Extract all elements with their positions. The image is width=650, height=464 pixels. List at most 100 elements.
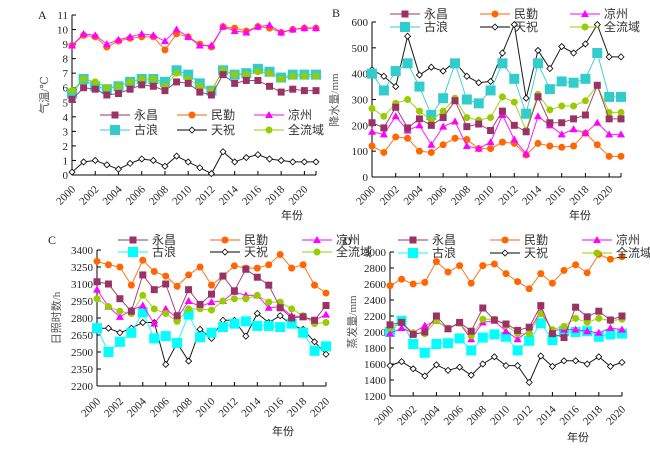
marker-circle	[266, 69, 274, 77]
y-tick-label: 3250	[71, 262, 94, 274]
marker-circle	[558, 143, 566, 151]
marker-square	[139, 271, 147, 279]
marker-triangle	[114, 35, 123, 43]
marker-diamond	[276, 312, 284, 320]
marker-diamond	[421, 372, 429, 380]
marker-triangle	[581, 10, 589, 17]
marker-big-square	[103, 347, 114, 357]
marker-triangle	[581, 129, 590, 137]
marker-big-square	[617, 328, 627, 339]
marker-diamond	[139, 318, 147, 327]
x-tick-label: 2006	[124, 183, 148, 207]
marker-diamond	[277, 156, 285, 165]
marker-triangle	[451, 117, 459, 125]
marker-diamond	[522, 94, 530, 102]
marker-circle	[525, 330, 533, 338]
marker-circle	[242, 71, 250, 79]
marker-square	[253, 273, 261, 281]
y-tick-label: 2400	[364, 295, 387, 307]
marker-diamond	[501, 249, 509, 257]
marker-circle	[451, 134, 459, 142]
marker-diamond	[221, 248, 229, 256]
marker-square	[606, 316, 614, 324]
y-tick-label: 6	[63, 83, 69, 95]
marker-square	[583, 313, 591, 321]
marker-square	[510, 121, 518, 129]
marker-circle	[221, 236, 229, 244]
panel-label: A	[38, 8, 47, 22]
marker-diamond	[487, 77, 495, 85]
marker-circle	[605, 152, 613, 160]
marker-diamond	[475, 79, 483, 87]
x-tick-label: 2004	[101, 183, 125, 207]
marker-triangle	[126, 32, 135, 40]
marker-big-square	[521, 108, 532, 119]
marker-square	[475, 120, 483, 128]
marker-circle	[104, 303, 112, 311]
marker-circle	[173, 317, 181, 325]
y-tick-label: 1800	[364, 343, 387, 355]
marker-diamond	[219, 148, 227, 156]
legend-label: 古浪	[134, 122, 158, 137]
x-tick-label: 2006	[148, 395, 172, 419]
x-tick-label: 2020	[604, 403, 628, 427]
legend-item: 民勤	[177, 108, 235, 122]
marker-square	[299, 313, 307, 321]
marker-circle	[456, 262, 464, 270]
series-line	[371, 84, 621, 132]
marker-circle	[253, 264, 261, 272]
marker-big-square	[110, 125, 120, 135]
series-永昌	[386, 302, 626, 342]
marker-circle	[595, 314, 603, 322]
marker-diamond	[606, 362, 614, 370]
marker-circle	[560, 266, 568, 274]
marker-diamond	[310, 338, 319, 346]
x-tick-label: 2018	[568, 183, 592, 207]
marker-circle	[386, 282, 394, 290]
y-tick-label: 300	[352, 95, 369, 107]
marker-triangle	[571, 325, 580, 333]
marker-triangle	[102, 40, 111, 48]
marker-diamond	[581, 40, 589, 48]
chart-panel-d: 1200 1400 1600 1800 2000 2200 2400 2600 2800 3000…	[343, 232, 650, 444]
marker-circle	[322, 289, 330, 297]
marker-diamond	[398, 358, 406, 366]
marker-circle	[116, 307, 124, 315]
x-tick-label: 2018	[285, 395, 309, 419]
marker-triangle	[313, 236, 321, 243]
marker-circle	[185, 305, 193, 313]
marker-triangle	[150, 319, 159, 327]
marker-big-square	[509, 73, 520, 84]
x-axis-title: 年份	[272, 424, 294, 438]
x-tick-label: 2008	[465, 403, 489, 427]
marker-diamond	[593, 21, 601, 29]
legend-label: 凉州	[336, 232, 360, 247]
marker-circle	[498, 93, 506, 101]
marker-square	[432, 312, 440, 320]
marker-triangle	[219, 22, 228, 30]
y-tick-label: 2600	[364, 279, 387, 291]
marker-big-square	[309, 345, 320, 356]
marker-triangle	[391, 112, 400, 120]
marker-triangle	[415, 121, 424, 129]
marker-triangle	[386, 329, 394, 337]
marker-circle	[498, 138, 506, 146]
marker-square	[605, 115, 613, 123]
marker-triangle	[264, 303, 273, 311]
marker-big-square	[431, 339, 442, 349]
x-tick-label: 2010	[473, 183, 497, 207]
marker-diamond	[300, 158, 308, 166]
marker-triangle	[486, 138, 495, 146]
marker-big-square	[501, 331, 511, 342]
marker-circle	[138, 75, 146, 83]
marker-square	[570, 115, 578, 123]
marker-triangle	[277, 28, 286, 36]
legend-item: 永昌	[398, 233, 456, 247]
marker-circle	[479, 315, 487, 323]
x-tick-label: 2006	[425, 183, 449, 207]
marker-big-square	[426, 110, 437, 120]
marker-big-square	[128, 247, 138, 257]
